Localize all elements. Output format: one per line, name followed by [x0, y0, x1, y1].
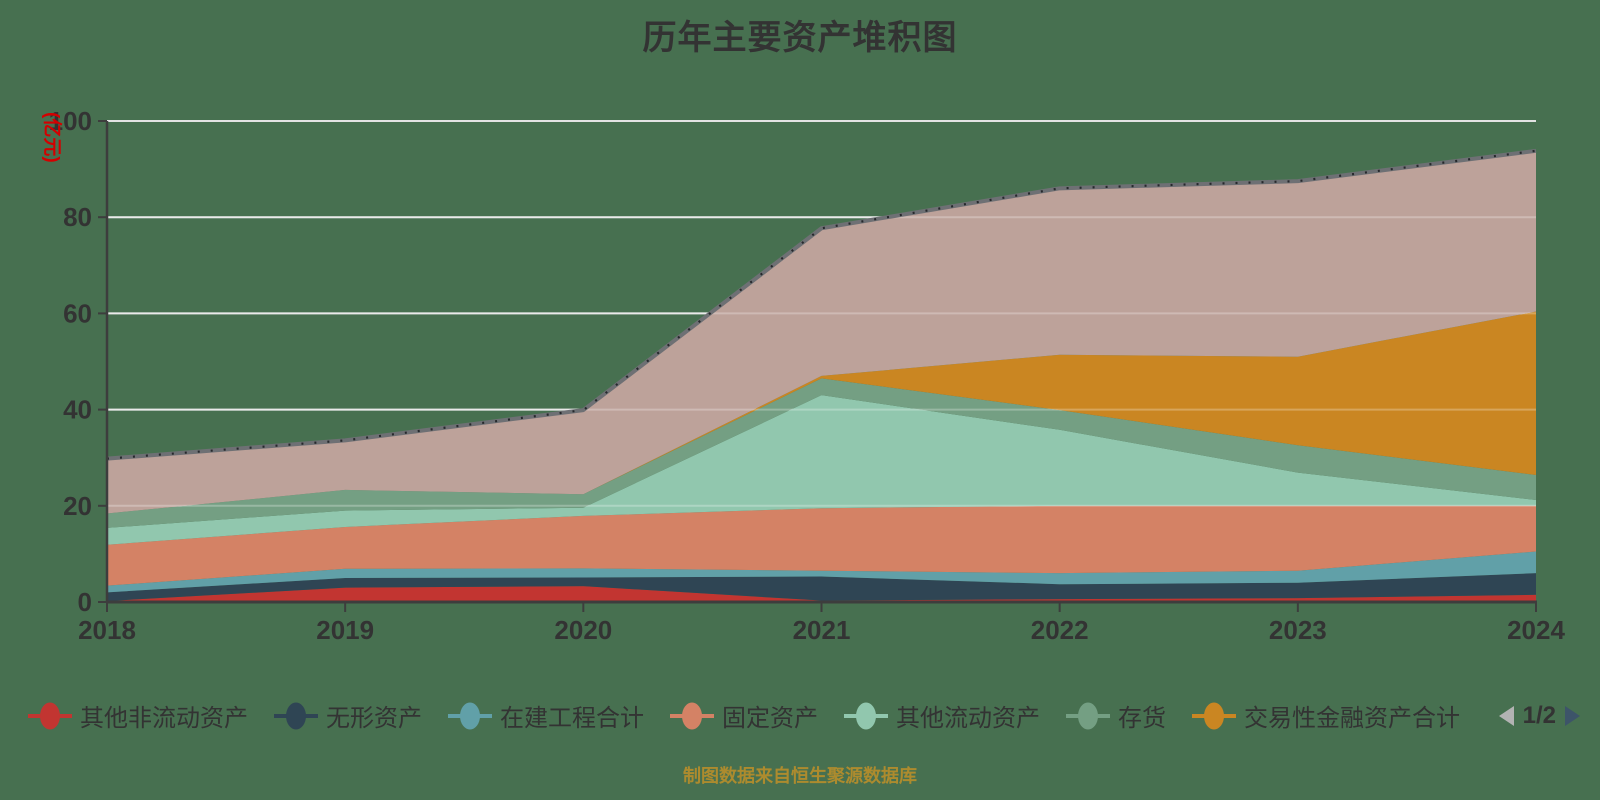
y-tick-label: 0	[78, 587, 92, 617]
page-title: 历年主要资产堆积图	[642, 19, 958, 57]
legend-page-prev-button[interactable]	[1498, 705, 1514, 726]
y-tick-label: 60	[63, 298, 92, 328]
x-tick-label: 2019	[316, 615, 374, 645]
x-tick-label: 2023	[1269, 615, 1327, 645]
legend-series-marker-icon	[448, 702, 492, 730]
x-tick-label: 2020	[554, 615, 612, 645]
legend-series-marker-icon	[1066, 702, 1110, 730]
legend-item-2[interactable]: 在建工程合计	[448, 698, 644, 733]
y-axis-unit-label: (亿元)	[41, 112, 64, 163]
legend-item-label: 其他非流动资产	[80, 705, 248, 732]
area-series-1	[107, 573, 1536, 602]
legend-pager: 1/2	[1498, 701, 1580, 730]
area-series-2	[107, 551, 1536, 593]
legend-item-5[interactable]: 存货	[1066, 698, 1166, 733]
area-series-5	[107, 378, 1536, 528]
legend-series-marker-icon	[274, 702, 318, 730]
y-tick-label: 40	[63, 395, 92, 425]
y-tick-label: 80	[63, 202, 92, 232]
area-series-6	[107, 311, 1536, 514]
x-tick-label: 2024	[1507, 615, 1565, 645]
area-series-3	[107, 505, 1536, 586]
legend-item-label: 固定资产	[722, 705, 818, 732]
y-tick-label: 20	[63, 491, 92, 521]
y-tick-label: 100	[49, 106, 92, 136]
legend-item-3[interactable]: 固定资产	[670, 698, 818, 733]
legend-series-marker-icon	[844, 702, 888, 730]
area-series-0	[107, 586, 1536, 602]
legend-item-label: 无形资产	[326, 705, 422, 732]
plot-area[interactable]	[107, 121, 1536, 602]
legend-series-marker-icon	[28, 702, 72, 730]
legend-item-label: 存货	[1118, 705, 1166, 732]
x-tick-label: 2021	[793, 615, 851, 645]
legend-series-marker-icon	[670, 702, 714, 730]
area-series-7	[107, 150, 1536, 514]
legend-item-1[interactable]: 无形资产	[274, 698, 422, 733]
legend-item-0[interactable]: 其他非流动资产	[28, 698, 248, 733]
data-source-caption: 制图数据来自恒生聚源数据库	[683, 766, 917, 786]
legend-series-marker-icon	[1192, 702, 1236, 730]
legend-item-label: 其他流动资产	[896, 705, 1040, 732]
area-series-4	[107, 395, 1536, 545]
stack-top-outline	[106, 148, 1537, 461]
legend-item-6[interactable]: 交易性金融资产合计	[1192, 698, 1460, 733]
legend-item-4[interactable]: 其他流动资产	[844, 698, 1040, 733]
legend-item-label: 交易性金融资产合计	[1244, 705, 1460, 732]
legend-page-label: 1/2	[1522, 701, 1556, 729]
legend: 其他非流动资产 无形资产 在建工程合计 固定资产 其他流动资产 存货 交易性金融资产合计 1…	[0, 698, 1600, 733]
legend-page-next-button[interactable]	[1565, 705, 1580, 726]
legend-item-label: 在建工程合计	[500, 705, 644, 732]
x-tick-label: 2018	[78, 615, 136, 645]
x-tick-label: 2022	[1031, 615, 1089, 645]
